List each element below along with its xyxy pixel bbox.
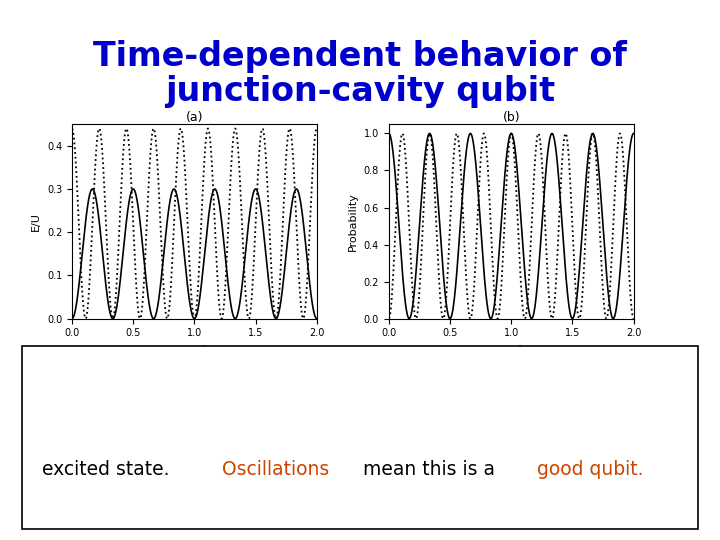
Text: good qubit.: good qubit. [537,461,644,480]
Text: (dashed line) oscillates in time.  On the right, probability: (dashed line) oscillates in time. On the… [42,408,572,427]
Text: Time-dependent behavior of: Time-dependent behavior of [93,40,627,73]
Y-axis label: Probability: Probability [348,192,358,251]
Text: that junction (solid line) and cavity (dashed line) is in first: that junction (solid line) and cavity (d… [42,444,584,463]
Text: On the left, energy in junction (solid line) and in cavity: On the left, energy in junction (solid l… [42,372,553,391]
Text: excited state.: excited state. [42,461,182,480]
Text: Oscillations: Oscillations [222,461,330,480]
Text: mean this is a: mean this is a [357,461,501,480]
X-axis label: Time ( 10$^{3}$ $\hbar$ / U): Time ( 10$^{3}$ $\hbar$ / U) [464,344,558,361]
X-axis label: Time ( 10$^{3}$ $\hbar$ / U): Time ( 10$^{3}$ $\hbar$ / U) [148,344,241,361]
Title: (b): (b) [503,111,520,124]
Title: (a): (a) [186,111,203,124]
Y-axis label: E/U: E/U [32,212,41,231]
Text: junction-cavity qubit: junction-cavity qubit [165,75,555,109]
